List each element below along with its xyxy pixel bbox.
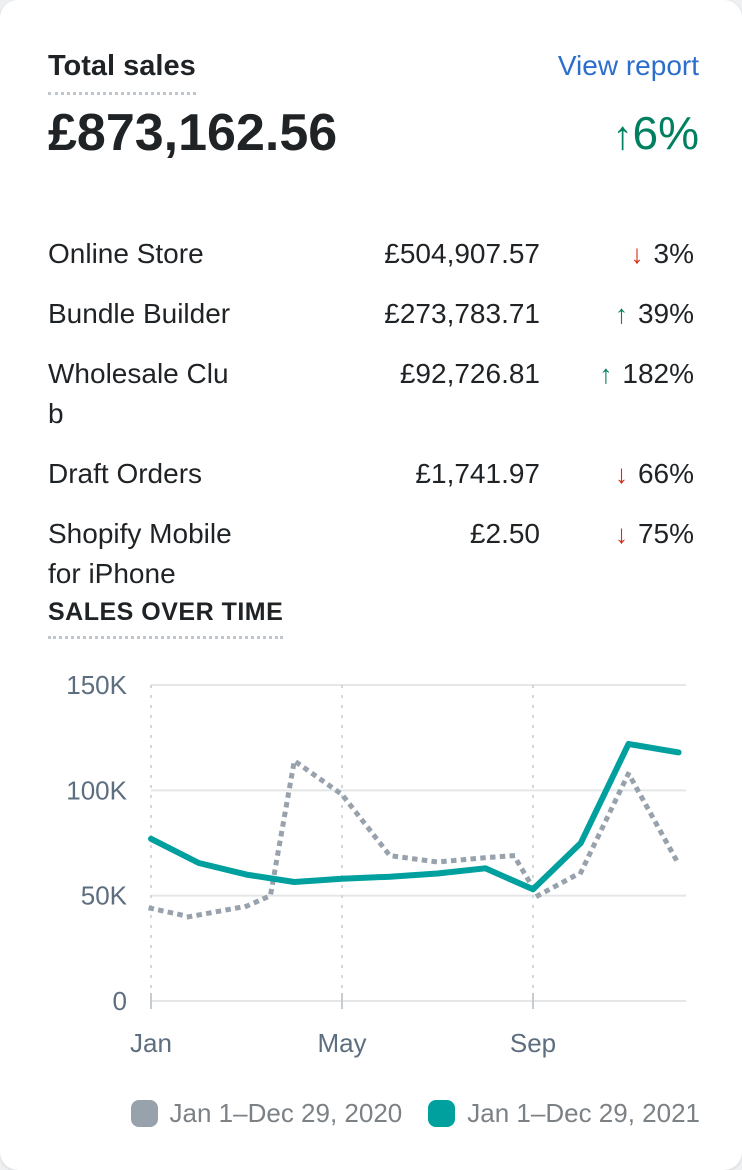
row-change-value: 75% — [637, 518, 694, 549]
row-change: ↑ 182% — [540, 354, 694, 394]
svg-text:150K: 150K — [66, 670, 127, 700]
table-row: Online Store £504,907.57 ↓ 3% — [48, 234, 694, 274]
total-sales-value: £873,162.56 — [48, 104, 338, 162]
total-change-value: 6% — [632, 107, 699, 159]
svg-text:50K: 50K — [81, 881, 128, 911]
legend-item: Jan 1–Dec 29, 2020 — [130, 1098, 403, 1129]
legend-label: Jan 1–Dec 29, 2020 — [169, 1098, 403, 1128]
svg-text:Jan: Jan — [130, 1028, 172, 1058]
table-row: Draft Orders £1,741.97 ↓ 66% — [48, 454, 694, 494]
row-change: ↓ 75% — [540, 514, 694, 554]
legend-swatch — [130, 1100, 158, 1127]
row-change: ↑ 39% — [540, 294, 694, 334]
down-arrow-icon: ↓ — [614, 519, 628, 549]
row-value: £92,726.81 — [399, 358, 540, 389]
row-value: £1,741.97 — [415, 458, 540, 489]
svg-text:0: 0 — [113, 986, 127, 1016]
row-label: Online Store — [48, 238, 204, 269]
down-arrow-icon: ↓ — [630, 239, 644, 269]
row-value: £504,907.57 — [384, 238, 540, 269]
legend-label: Jan 1–Dec 29, 2021 — [467, 1098, 700, 1128]
total-row: £873,162.56 ↑ 6% — [48, 104, 699, 165]
row-value: £273,783.71 — [384, 298, 540, 329]
up-arrow-icon: ↑ — [614, 299, 628, 329]
up-arrow-icon: ↑ — [599, 359, 613, 389]
card-header: Total sales View report — [48, 50, 699, 95]
chart-legend: Jan 1–Dec 29, 2020 Jan 1–Dec 29, 2021 — [130, 1098, 700, 1129]
table-row: Bundle Builder £273,783.71 ↑ 39% — [48, 294, 694, 334]
view-report-link[interactable]: View report — [557, 50, 699, 81]
total-change-badge: ↑ 6% — [613, 104, 699, 165]
row-label: Shopify Mobile for iPhone — [48, 518, 232, 589]
up-arrow-icon: ↑ — [612, 114, 633, 158]
svg-text:100K: 100K — [66, 775, 127, 805]
row-value: £2.50 — [469, 518, 540, 549]
row-label: Bundle Builder — [48, 298, 231, 329]
sales-over-time-chart[interactable]: 0 50K 100K 150K Jan May Sep — [48, 660, 699, 1060]
row-change: ↓ 3% — [540, 234, 694, 274]
svg-text:Sep: Sep — [510, 1028, 556, 1058]
legend-item: Jan 1–Dec 29, 2021 — [428, 1098, 700, 1129]
row-label: Draft Orders — [48, 458, 203, 489]
row-change-value: 66% — [637, 458, 694, 489]
row-change-value: 39% — [637, 298, 694, 329]
legend-swatch — [428, 1100, 456, 1127]
row-change-value: 182% — [622, 358, 694, 389]
row-change: ↓ 66% — [540, 454, 694, 494]
channel-breakdown-table: Online Store £504,907.57 ↓ 3% Bundle Builder… — [48, 234, 694, 614]
svg-text:May: May — [317, 1028, 366, 1058]
table-row: Wholesale Club £92,726.81 ↑ 182% — [48, 354, 694, 434]
table-row: Shopify Mobile for iPhone £2.50 ↓ 75% — [48, 514, 694, 594]
card-title[interactable]: Total sales — [48, 50, 196, 95]
down-arrow-icon: ↓ — [614, 459, 628, 489]
row-change-value: 3% — [653, 238, 694, 269]
row-label: Wholesale Club — [48, 358, 229, 429]
section-title[interactable]: SALES OVER TIME — [48, 598, 284, 639]
